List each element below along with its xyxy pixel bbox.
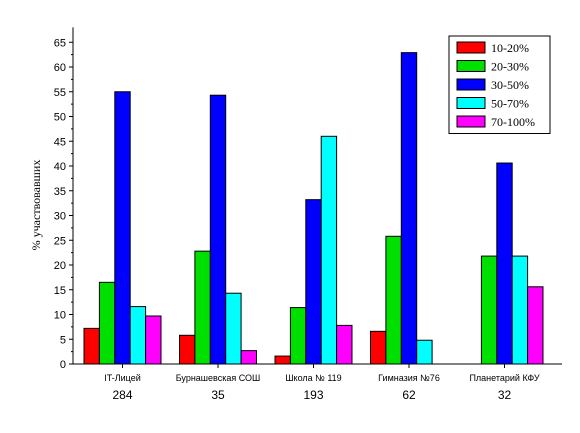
y-tick-label: 65 bbox=[54, 37, 66, 49]
y-axis-label: % участвовавших bbox=[29, 160, 43, 251]
y-tick-label: 0 bbox=[60, 359, 66, 371]
bar bbox=[129, 306, 147, 365]
y-tick-label: 15 bbox=[54, 285, 66, 297]
bar bbox=[400, 52, 418, 365]
bar bbox=[145, 315, 162, 365]
legend-entry: 20-30% bbox=[491, 60, 529, 74]
bar bbox=[289, 307, 307, 365]
bar bbox=[385, 235, 402, 365]
participant-count-label: 35 bbox=[211, 388, 225, 402]
bar bbox=[511, 255, 529, 365]
participant-count-label: 193 bbox=[303, 388, 323, 402]
legend-entry: 10-20% bbox=[491, 41, 529, 55]
bar bbox=[194, 250, 211, 365]
x-category-label: Школа № 119 bbox=[285, 373, 341, 383]
y-axis: 0 5 10 15 20 25 30 35 40 45 50 55 60 65 bbox=[54, 27, 74, 371]
y-tick-label: 20 bbox=[54, 260, 66, 272]
legend-entry: 50-70% bbox=[491, 97, 529, 111]
bar bbox=[225, 292, 242, 365]
legend-entry: 30-50% bbox=[491, 78, 529, 92]
bar bbox=[336, 324, 353, 365]
legend-swatch bbox=[456, 97, 486, 109]
participant-count-label: 284 bbox=[112, 388, 132, 402]
legend-entry: 70-100% bbox=[491, 115, 535, 129]
bar bbox=[179, 334, 196, 365]
y-tick-label: 60 bbox=[54, 62, 66, 74]
bar bbox=[240, 350, 258, 365]
participant-count-label: 62 bbox=[402, 388, 416, 402]
x-category-label: IT-Лицей bbox=[104, 373, 141, 383]
bar bbox=[98, 281, 116, 365]
y-tick-label: 40 bbox=[54, 161, 66, 173]
legend-swatch bbox=[456, 78, 486, 91]
x-axis: IT-Лицей 284 Бурнашевская СОШ 35 Школа № 119… bbox=[73, 363, 562, 402]
legend-swatch bbox=[456, 41, 486, 54]
y-tick-label: 10 bbox=[54, 310, 66, 322]
y-tick-label: 45 bbox=[54, 136, 66, 148]
bar bbox=[320, 135, 338, 365]
x-category-label: Бурнашевская СОШ bbox=[176, 373, 261, 383]
bar bbox=[416, 339, 433, 365]
x-category-label: Планетарий КФУ bbox=[469, 373, 539, 383]
bar bbox=[527, 286, 544, 365]
y-tick-label: 30 bbox=[54, 211, 66, 223]
bar bbox=[114, 91, 131, 365]
bar bbox=[480, 255, 498, 365]
bar bbox=[83, 327, 100, 365]
x-category-label: Гимназия №76 bbox=[378, 373, 440, 383]
bar bbox=[209, 94, 227, 365]
bars bbox=[83, 52, 544, 365]
legend: 10-20% 20-30% 30-50% 50-70% 70-100% bbox=[448, 35, 551, 134]
bar bbox=[305, 199, 322, 365]
bar bbox=[370, 330, 387, 365]
bar bbox=[496, 162, 513, 365]
participant-count-label: 32 bbox=[498, 388, 512, 402]
y-tick-label: 50 bbox=[54, 112, 66, 124]
legend-swatch bbox=[456, 115, 486, 128]
bar bbox=[274, 355, 291, 365]
legend-swatch bbox=[456, 60, 486, 72]
y-tick-label: 25 bbox=[54, 235, 66, 247]
y-tick-label: 5 bbox=[60, 334, 66, 346]
y-tick-label: 55 bbox=[54, 87, 66, 99]
y-tick-label: 35 bbox=[54, 186, 66, 198]
